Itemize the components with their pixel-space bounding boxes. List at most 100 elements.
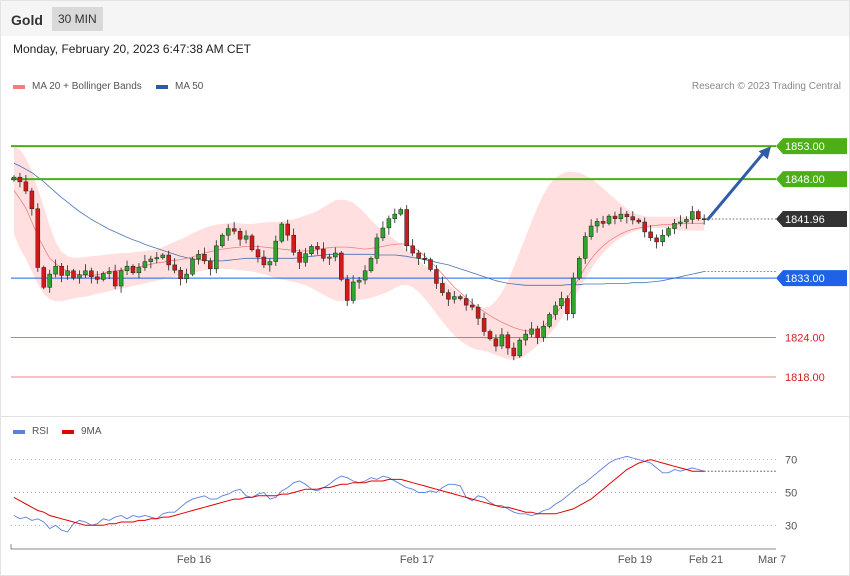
candle-bear <box>71 270 76 279</box>
level-label-1853.00: 1853.00 <box>785 141 825 153</box>
chart-datetime: Monday, February 20, 2023 6:47:38 AM CET <box>13 42 251 56</box>
candle-bear <box>422 258 427 260</box>
level-tag-1853.00 <box>776 138 847 155</box>
candle-bull <box>154 257 160 260</box>
candle-bull <box>243 235 249 240</box>
candle-bear <box>505 334 511 349</box>
candle-bull <box>678 221 683 224</box>
candle-bear <box>255 249 261 258</box>
rsi-tick-label: 30 <box>785 520 797 532</box>
candle-bull <box>517 339 523 357</box>
x-tick-label: Feb 17 <box>400 554 434 566</box>
candle-bull <box>356 279 362 283</box>
candle-bull <box>267 261 273 266</box>
candle-bull <box>101 273 106 280</box>
candle-bear <box>434 269 439 284</box>
candle-bull <box>118 270 124 287</box>
candle-bear <box>475 306 481 319</box>
candle-bull <box>666 228 671 236</box>
legend-ma50: MA 50 <box>156 81 203 92</box>
legend-swatch-9ma <box>62 429 74 434</box>
copyright-note: Research © 2023 Trading Central <box>691 81 841 92</box>
candle-bear <box>231 228 237 232</box>
candle-bear <box>59 265 64 276</box>
candle-bull <box>309 246 314 254</box>
candle-bull <box>327 256 332 259</box>
candle-bear <box>208 260 213 270</box>
x-tick-label: Feb 19 <box>618 554 652 566</box>
candle-bull <box>606 215 612 224</box>
candle-bear <box>481 318 487 332</box>
candle-bull <box>374 237 380 259</box>
candle-bull <box>529 328 534 335</box>
projection-arrow-head <box>758 146 771 160</box>
candle-bear <box>166 254 171 266</box>
candle-bull <box>303 253 308 263</box>
x-tick-label: Mar 7 <box>758 554 786 566</box>
level-tag-1841.96 <box>776 210 847 227</box>
candle-bull <box>65 270 70 276</box>
candle-bear <box>463 298 469 306</box>
candle-bull <box>148 258 154 262</box>
candle-bear <box>291 234 296 253</box>
candle-bear <box>285 223 290 236</box>
legend-swatch-rsi <box>13 429 25 434</box>
candle-bear <box>95 276 100 280</box>
legend-swatch-ma20 <box>13 84 25 89</box>
candle-bull <box>588 225 594 237</box>
candle-bull <box>392 213 398 219</box>
candle-bull <box>106 271 112 274</box>
candle-bull <box>47 273 52 288</box>
candle-bear <box>469 304 475 308</box>
candle-bear <box>297 252 302 263</box>
candle-bull <box>225 228 231 236</box>
level-label-1848.00: 1848.00 <box>785 174 825 186</box>
instrument-name: Gold <box>11 12 43 28</box>
candle-bull <box>136 267 142 274</box>
candle-bear <box>696 211 701 220</box>
rsi-line <box>13 455 705 533</box>
level-label-1841.96: 1841.96 <box>785 214 825 226</box>
candle-bull <box>350 281 356 301</box>
candle-bear <box>654 237 659 243</box>
candle-bull <box>279 223 285 242</box>
bollinger-band-area <box>14 146 705 360</box>
rsi-tick-label: 70 <box>785 455 797 467</box>
candle-bull <box>124 265 130 272</box>
candle-bear <box>440 283 445 293</box>
candle-bull <box>618 213 624 219</box>
candle-bull <box>571 277 576 314</box>
candle-bear <box>624 213 630 217</box>
candle-bear <box>458 296 463 299</box>
candle-bear <box>630 216 636 221</box>
candle-bull <box>386 218 392 229</box>
panel-divider <box>1 416 849 417</box>
candle-bull <box>452 296 457 300</box>
candle-bear <box>315 246 320 250</box>
level-label-1818.00: 1818.00 <box>785 372 825 384</box>
candle-bull <box>672 223 677 229</box>
candle-bear <box>493 338 499 347</box>
candle-bull <box>547 314 552 327</box>
candle-bear <box>648 231 653 239</box>
x-tick-label: Feb 21 <box>689 554 723 566</box>
candle-bull <box>333 252 338 258</box>
candle-bear <box>172 264 177 271</box>
candle-bull <box>142 261 148 268</box>
candle-bull <box>499 334 505 347</box>
candle-bull <box>577 258 582 279</box>
candle-bear <box>17 176 23 183</box>
candle-bull <box>83 270 88 276</box>
legend-swatch-ma50 <box>156 84 168 89</box>
candle-bull <box>684 219 689 223</box>
candle-bull <box>594 221 600 227</box>
candle-bear <box>600 221 606 224</box>
candle-bull <box>11 176 17 181</box>
header-bar: Gold 30 MIN <box>1 1 849 36</box>
candle-bull <box>523 333 528 341</box>
legend-label-9ma: 9MA <box>81 426 102 437</box>
level-tag-1848.00 <box>776 171 847 188</box>
interval-button[interactable]: 30 MIN <box>52 7 103 31</box>
candle-bear <box>41 267 47 288</box>
